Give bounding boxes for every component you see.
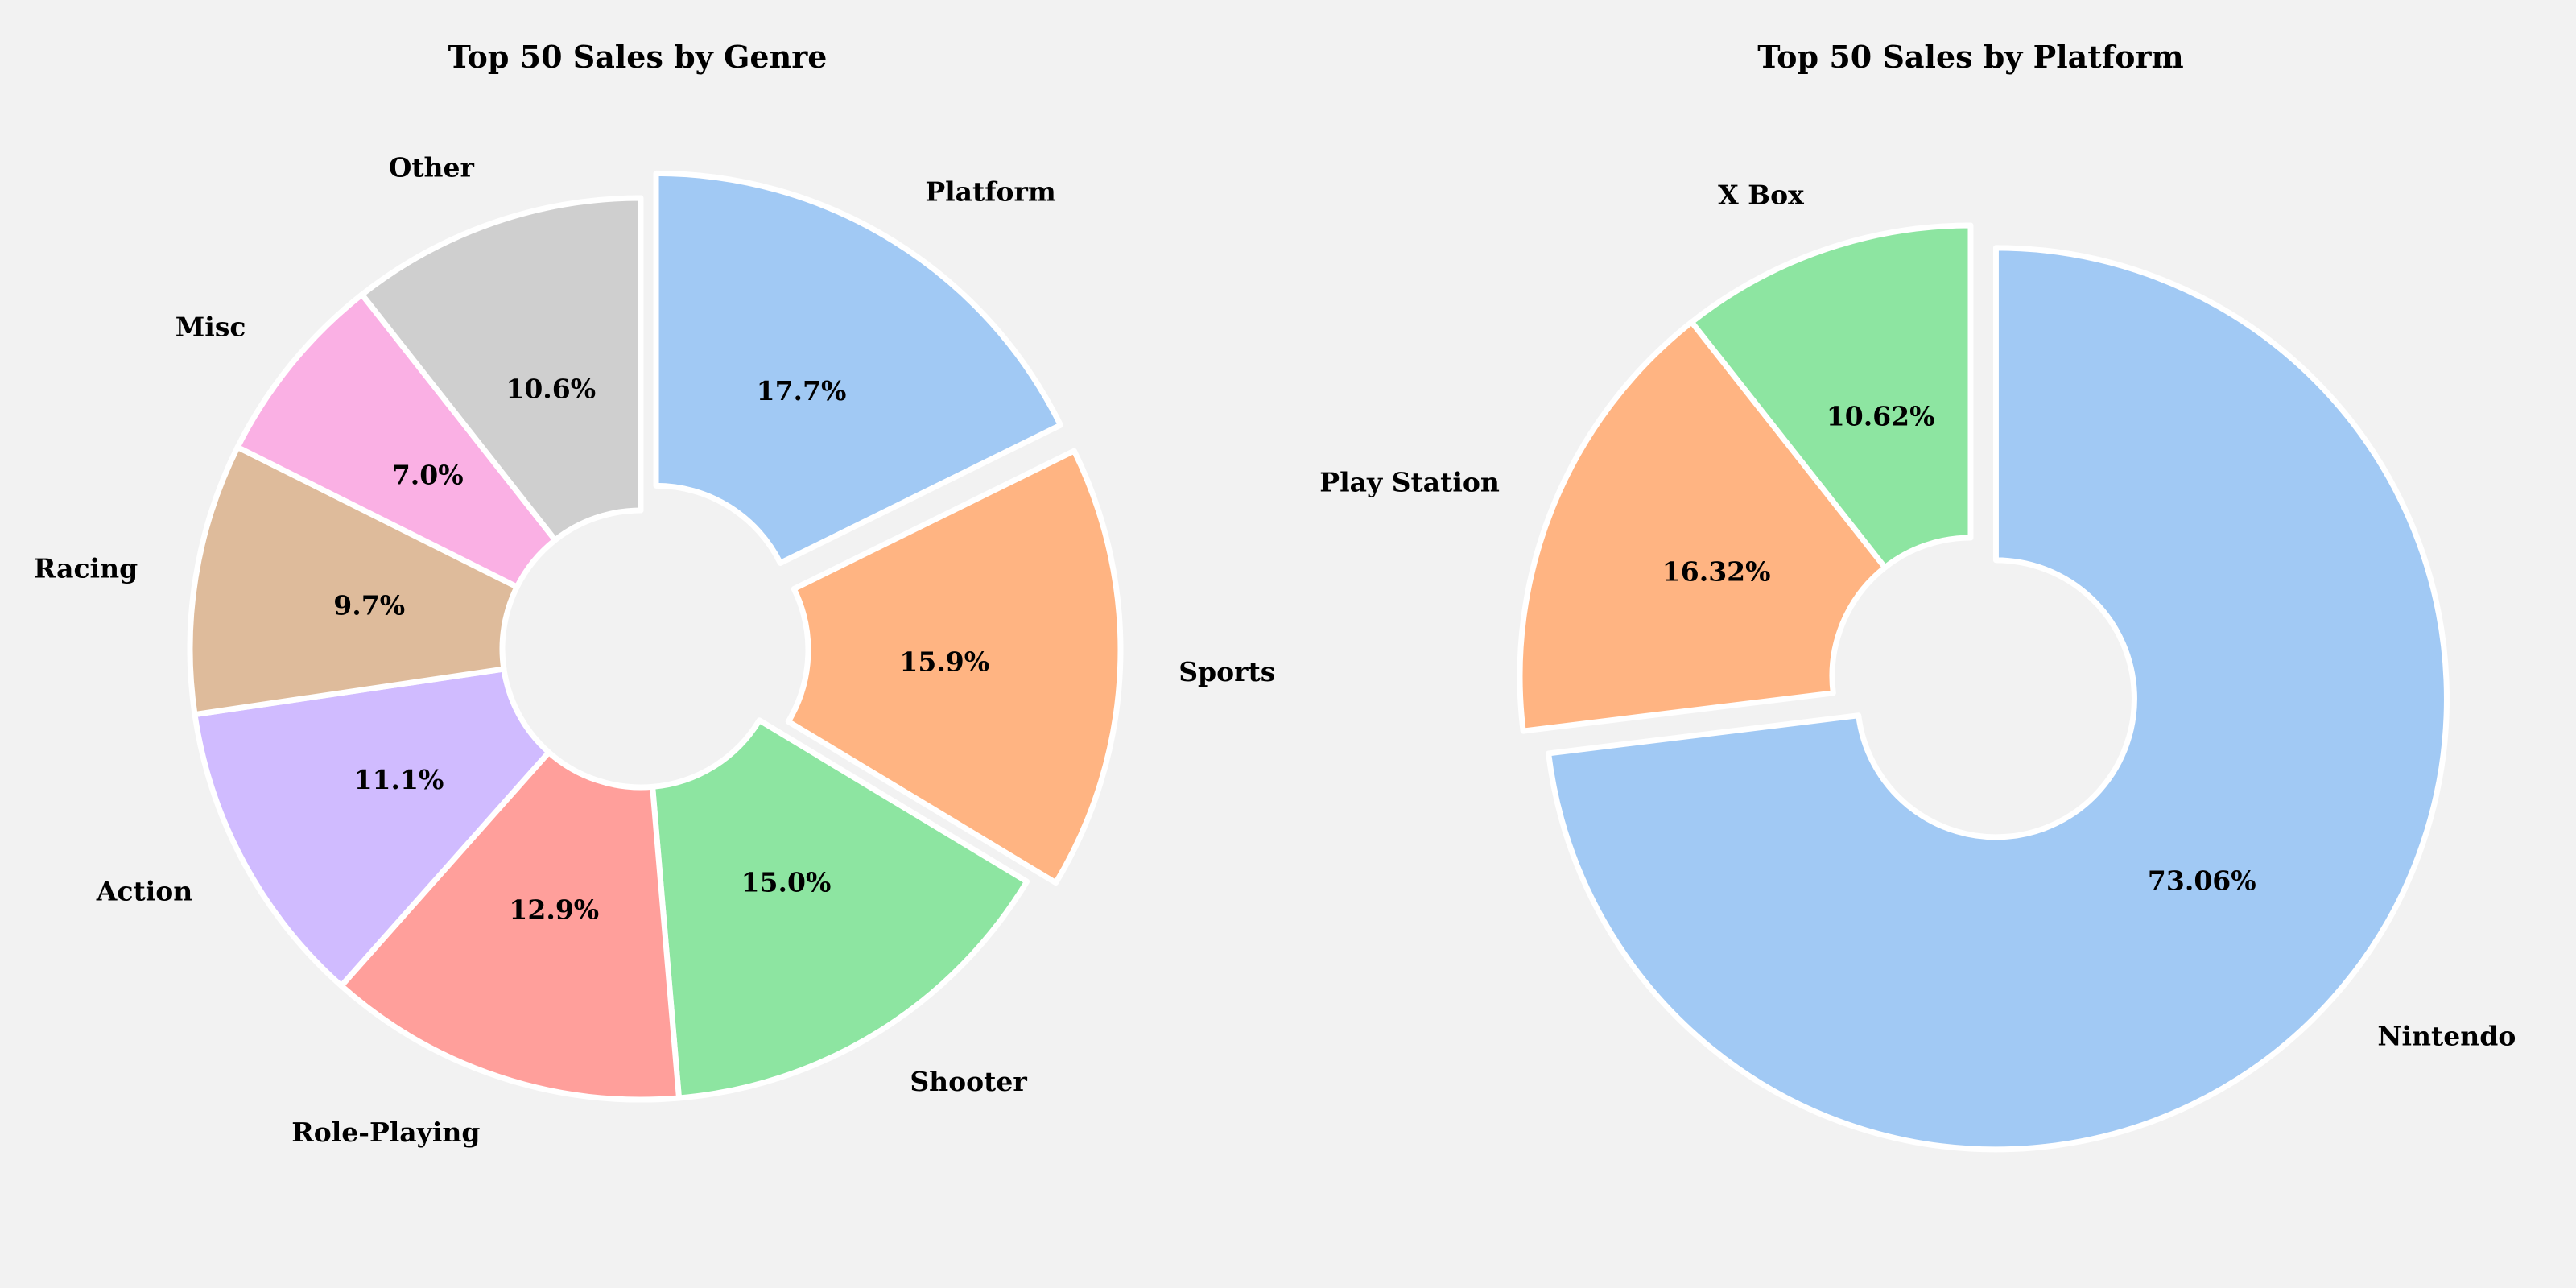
slice-sports [785,448,1124,886]
value-label-x-box: 10.62% [1827,401,1935,432]
platform-donut-chart: 73.06% Nintendo 16.32% Play Station 10.62% X … [1319,180,2516,1153]
value-label-platform: 17.7% [757,375,847,407]
category-label-nintendo: Nintendo [2377,1021,2516,1052]
slice-platform [653,170,1063,566]
category-label-racing: Racing [34,552,138,584]
value-label-shooter: 15.0% [741,867,832,898]
category-label-play-station: Play Station [1319,466,1500,497]
value-label-action: 11.1% [354,764,444,795]
category-label-x-box: X Box [1718,180,1804,211]
slice-shooter [650,717,1030,1101]
slice-racing [187,444,520,718]
value-label-other: 10.6% [506,374,596,405]
slice-misc [234,291,559,590]
slice-nintendo [1546,245,2450,1153]
category-label-action: Action [96,875,192,906]
value-label-racing: 9.7% [333,589,405,621]
category-label-misc: Misc [175,312,246,343]
category-label-shooter: Shooter [910,1066,1027,1097]
slice-other [359,195,644,543]
value-label-role-playing: 12.9% [509,894,599,926]
value-label-play-station: 16.32% [1662,555,1771,587]
value-label-misc: 7.0% [392,460,464,491]
category-label-platform: Platform [925,176,1056,208]
slice-role-playing [338,749,682,1103]
value-label-sports: 15.9% [899,646,989,678]
slice-action [192,666,552,989]
slice-play-station [1517,319,1889,734]
genre-chart-title: Top 50 Sales by Genre [448,39,828,75]
genre-donut-chart: 17.7% Platform 15.9% Sports 15.0% Shooter 12.9… [34,152,1275,1148]
category-label-other: Other [389,152,475,184]
category-label-sports: Sports [1179,656,1275,687]
category-label-role-playing: Role-Playing [291,1117,480,1148]
value-label-nintendo: 73.06% [2148,865,2256,897]
slice-x-box [1688,222,1974,571]
platform-chart-title: Top 50 Sales by Platform [1757,39,2183,75]
